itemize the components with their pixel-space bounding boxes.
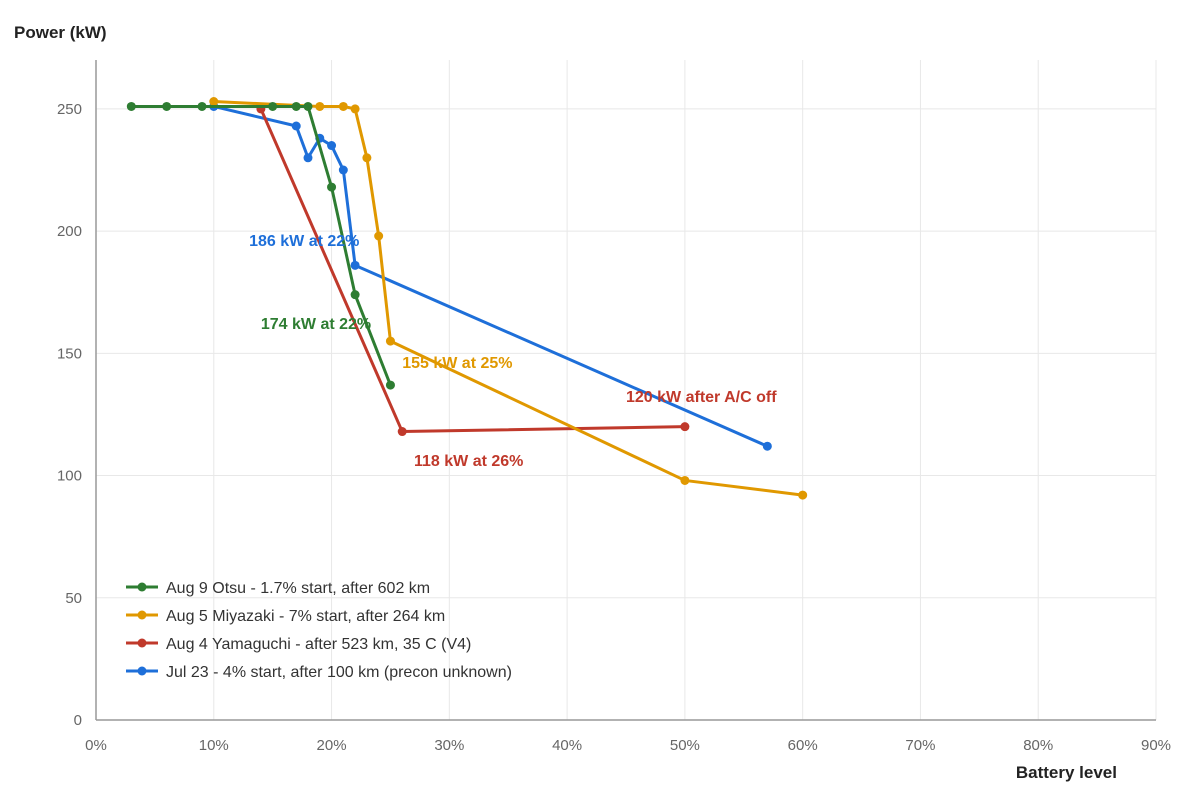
legend-item: Aug 5 Miyazaki - 7% start, after 264 km [126, 608, 445, 625]
data-point [374, 231, 384, 241]
x-tick-label: 20% [317, 737, 347, 754]
data-point [362, 153, 372, 163]
data-point [680, 422, 690, 432]
x-axis-title: Battery level [1016, 763, 1117, 782]
data-point [327, 141, 337, 151]
legend-item: Aug 9 Otsu - 1.7% start, after 602 km [126, 580, 430, 597]
data-point [209, 97, 219, 107]
axes: 0% 10% 20% 30% 40% 50% 60% 70% 80% 90% 0 50 100 150 20… [57, 60, 1171, 754]
legend-swatch-marker [137, 582, 147, 592]
data-point [338, 101, 348, 111]
x-tick-label: 10% [199, 737, 229, 754]
legend-label: Aug 5 Miyazaki - 7% start, after 264 km [166, 608, 445, 625]
legend: Aug 9 Otsu - 1.7% start, after 602 km Aug… [126, 580, 512, 681]
annotation-label: 174 kW at 22% [261, 316, 371, 333]
data-point [680, 475, 690, 485]
x-tick-label: 60% [788, 737, 818, 754]
data-point [350, 104, 360, 114]
legend-swatch-marker [137, 610, 147, 620]
data-point [162, 101, 172, 111]
series-1 [209, 97, 808, 500]
legend-item: Jul 23 - 4% start, after 100 km (precon … [126, 664, 512, 681]
data-point [350, 260, 360, 270]
x-tick-label: 80% [1023, 737, 1053, 754]
y-tick-label: 100 [57, 468, 82, 485]
data-point [350, 290, 360, 300]
x-tick-label: 40% [552, 737, 582, 754]
data-point [303, 101, 313, 111]
data-point [315, 101, 325, 111]
series-0 [126, 101, 395, 390]
annotations: 186 kW at 22% 174 kW at 22% 155 kW at 25% 1… [249, 233, 777, 470]
data-point [338, 165, 348, 175]
legend-swatch-marker [137, 666, 147, 676]
data-point [291, 121, 301, 131]
y-tick-label: 250 [57, 101, 82, 118]
data-point [385, 336, 395, 346]
data-point [291, 101, 301, 111]
y-tick-label: 0 [74, 712, 82, 729]
grid [96, 60, 1157, 720]
series-line [213, 104, 768, 448]
data-point [303, 153, 313, 163]
data-point [327, 182, 337, 192]
legend-swatch-marker [137, 638, 147, 648]
legend-label: Aug 4 Yamaguchi - after 523 km, 35 C (V4… [166, 636, 471, 653]
x-tick-label: 50% [670, 737, 700, 754]
x-tick-label: 90% [1141, 737, 1171, 754]
y-tick-label: 150 [57, 345, 82, 362]
y-axis-title: Power (kW) [14, 23, 107, 42]
legend-label: Jul 23 - 4% start, after 100 km (precon … [166, 664, 512, 681]
annotation-label: 118 kW at 26% [414, 453, 523, 470]
data-point [798, 490, 808, 500]
series-3 [209, 101, 772, 451]
series-line [213, 100, 803, 497]
x-tick-label: 30% [434, 737, 464, 754]
annotation-label: 186 kW at 22% [249, 233, 359, 250]
data-point [268, 101, 278, 111]
y-tick-label: 200 [57, 223, 82, 240]
annotation-label: 155 kW at 25% [402, 355, 512, 372]
data-point [397, 427, 407, 437]
y-tick-label: 50 [65, 590, 82, 607]
legend-label: Aug 9 Otsu - 1.7% start, after 602 km [166, 580, 430, 597]
data-point [762, 441, 772, 451]
x-tick-label: 0% [85, 737, 107, 754]
data-point [385, 380, 395, 390]
annotation-label: 120 kW after A/C off [626, 389, 777, 406]
series-lines [126, 97, 808, 500]
data-point [197, 101, 207, 111]
legend-item: Aug 4 Yamaguchi - after 523 km, 35 C (V4… [126, 636, 471, 653]
data-point [126, 101, 136, 111]
x-tick-label: 70% [905, 737, 935, 754]
